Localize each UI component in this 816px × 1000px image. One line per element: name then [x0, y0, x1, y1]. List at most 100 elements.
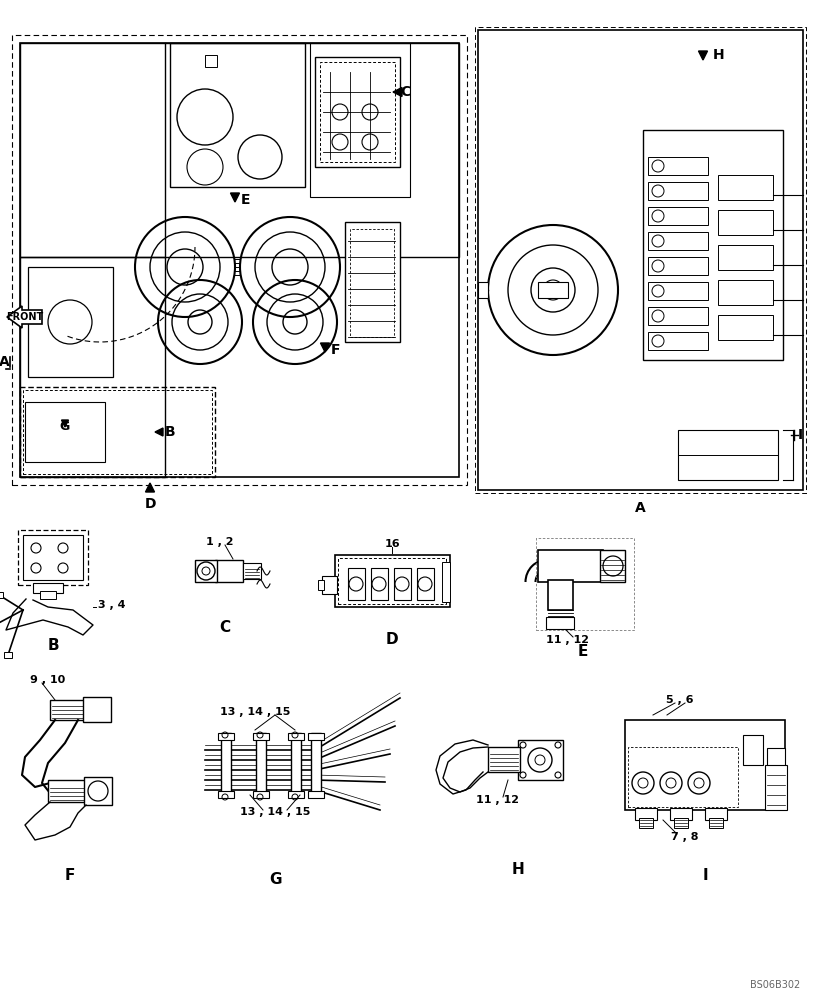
Polygon shape	[393, 88, 402, 97]
Polygon shape	[155, 428, 163, 436]
Bar	[648, 207, 708, 225]
Bar	[320, 62, 395, 162]
Bar	[705, 808, 727, 820]
Text: B: B	[47, 638, 59, 652]
FancyArrow shape	[7, 306, 42, 328]
Text: 7 , 8: 7 , 8	[672, 832, 698, 842]
Bar	[718, 280, 773, 305]
Bar	[291, 733, 301, 795]
Bar	[348, 568, 365, 600]
Bar	[538, 282, 568, 298]
Text: H: H	[512, 862, 525, 878]
Text: 9 , 10: 9 , 10	[30, 675, 65, 685]
Bar	[743, 735, 763, 765]
Text: F: F	[64, 867, 75, 882]
Bar	[670, 808, 692, 820]
Bar	[315, 57, 400, 167]
Text: A: A	[0, 355, 9, 369]
Bar	[718, 175, 773, 200]
Bar	[648, 282, 708, 300]
Bar	[648, 182, 708, 200]
Polygon shape	[321, 343, 330, 352]
Polygon shape	[230, 193, 240, 202]
Bar	[20, 257, 165, 477]
Bar	[256, 733, 266, 795]
Text: I: I	[703, 867, 707, 882]
Bar	[394, 568, 411, 600]
Bar	[767, 748, 785, 770]
Bar	[310, 43, 410, 197]
Bar	[648, 257, 708, 275]
Bar	[253, 733, 269, 740]
Bar	[345, 222, 400, 342]
Bar	[83, 697, 111, 722]
Bar	[322, 576, 337, 594]
Bar	[718, 210, 773, 235]
Text: E: E	[240, 193, 250, 207]
Bar	[478, 30, 803, 490]
Bar	[648, 332, 708, 350]
Bar	[288, 733, 304, 740]
Bar	[335, 555, 450, 607]
Bar	[23, 390, 212, 474]
Bar	[371, 568, 388, 600]
Bar	[218, 733, 234, 740]
Bar	[600, 550, 625, 582]
Bar	[643, 130, 783, 360]
Text: FRONT: FRONT	[7, 312, 43, 322]
Bar	[475, 27, 806, 493]
Bar	[308, 791, 324, 798]
Bar	[243, 563, 261, 579]
Bar	[12, 35, 467, 485]
Bar	[311, 733, 321, 795]
Bar	[20, 387, 215, 477]
Bar	[0, 592, 3, 598]
Text: C: C	[220, 619, 231, 635]
Bar	[442, 562, 450, 602]
Bar	[538, 550, 603, 582]
Bar	[338, 558, 446, 604]
Bar	[253, 791, 269, 798]
Text: BS06B302: BS06B302	[750, 980, 800, 990]
Text: D: D	[386, 633, 398, 648]
Bar	[478, 282, 488, 298]
Bar	[25, 402, 105, 462]
Text: D: D	[144, 497, 156, 511]
Text: 13 , 14 , 15: 13 , 14 , 15	[220, 707, 290, 717]
Bar	[195, 560, 217, 582]
Bar	[215, 560, 243, 582]
Bar	[205, 55, 217, 67]
Bar	[417, 568, 434, 600]
Text: 5 , 6: 5 , 6	[666, 695, 694, 705]
Bar	[308, 733, 324, 740]
Text: F: F	[330, 343, 339, 357]
Bar	[709, 818, 723, 828]
Text: A: A	[635, 501, 645, 515]
Bar	[518, 740, 563, 780]
Bar	[48, 780, 86, 802]
Bar	[718, 315, 773, 340]
Bar	[635, 808, 657, 820]
Bar	[765, 765, 787, 810]
Text: E: E	[578, 645, 588, 660]
Polygon shape	[61, 420, 69, 427]
Bar	[488, 747, 520, 772]
Bar	[221, 733, 231, 795]
Bar	[18, 530, 88, 585]
Bar	[718, 245, 773, 270]
Bar	[170, 43, 305, 187]
Bar	[4, 652, 12, 658]
Bar	[350, 229, 394, 337]
Text: 16: 16	[384, 539, 400, 549]
Bar	[536, 538, 634, 630]
Bar	[50, 700, 85, 720]
Bar	[648, 157, 708, 175]
Bar	[33, 583, 63, 593]
Bar	[648, 307, 708, 325]
Text: B: B	[165, 425, 175, 439]
Text: C: C	[400, 85, 410, 99]
Bar	[625, 720, 785, 810]
Bar	[678, 430, 778, 480]
Text: 11 , 12: 11 , 12	[547, 635, 589, 645]
Text: 3 , 4: 3 , 4	[98, 600, 126, 610]
